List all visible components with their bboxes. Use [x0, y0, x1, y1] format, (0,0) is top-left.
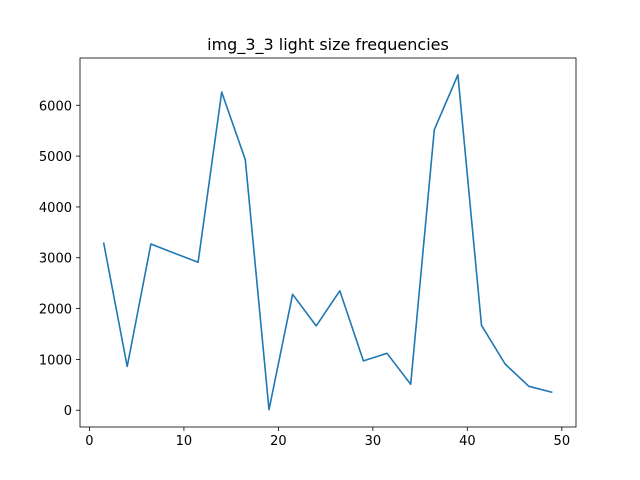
x-tick-label: 40	[459, 434, 476, 449]
x-tick-label: 20	[270, 434, 287, 449]
plot-area	[79, 57, 577, 428]
x-tick-label: 50	[554, 434, 571, 449]
y-tick-label: 4000	[39, 201, 72, 216]
y-tick-label: 1000	[39, 353, 72, 368]
series-line	[102, 74, 553, 411]
series-layer	[102, 74, 553, 411]
x-tick-label: 30	[365, 434, 382, 449]
y-tick-label: 6000	[39, 99, 72, 114]
y-tick-label: 3000	[39, 252, 72, 267]
y-tick-label: 0	[64, 404, 72, 419]
x-tick-label: 0	[85, 434, 93, 449]
y-axis: 0 1000 2000 3000 4000 5000 6000	[39, 99, 80, 419]
chart-title: img_3_3 light size frequencies	[207, 35, 449, 55]
x-tick-label: 10	[176, 434, 193, 449]
y-tick-label: 5000	[39, 150, 72, 165]
x-axis: 0 10 20 30 40 50	[85, 427, 570, 449]
y-tick-label: 2000	[39, 303, 72, 318]
